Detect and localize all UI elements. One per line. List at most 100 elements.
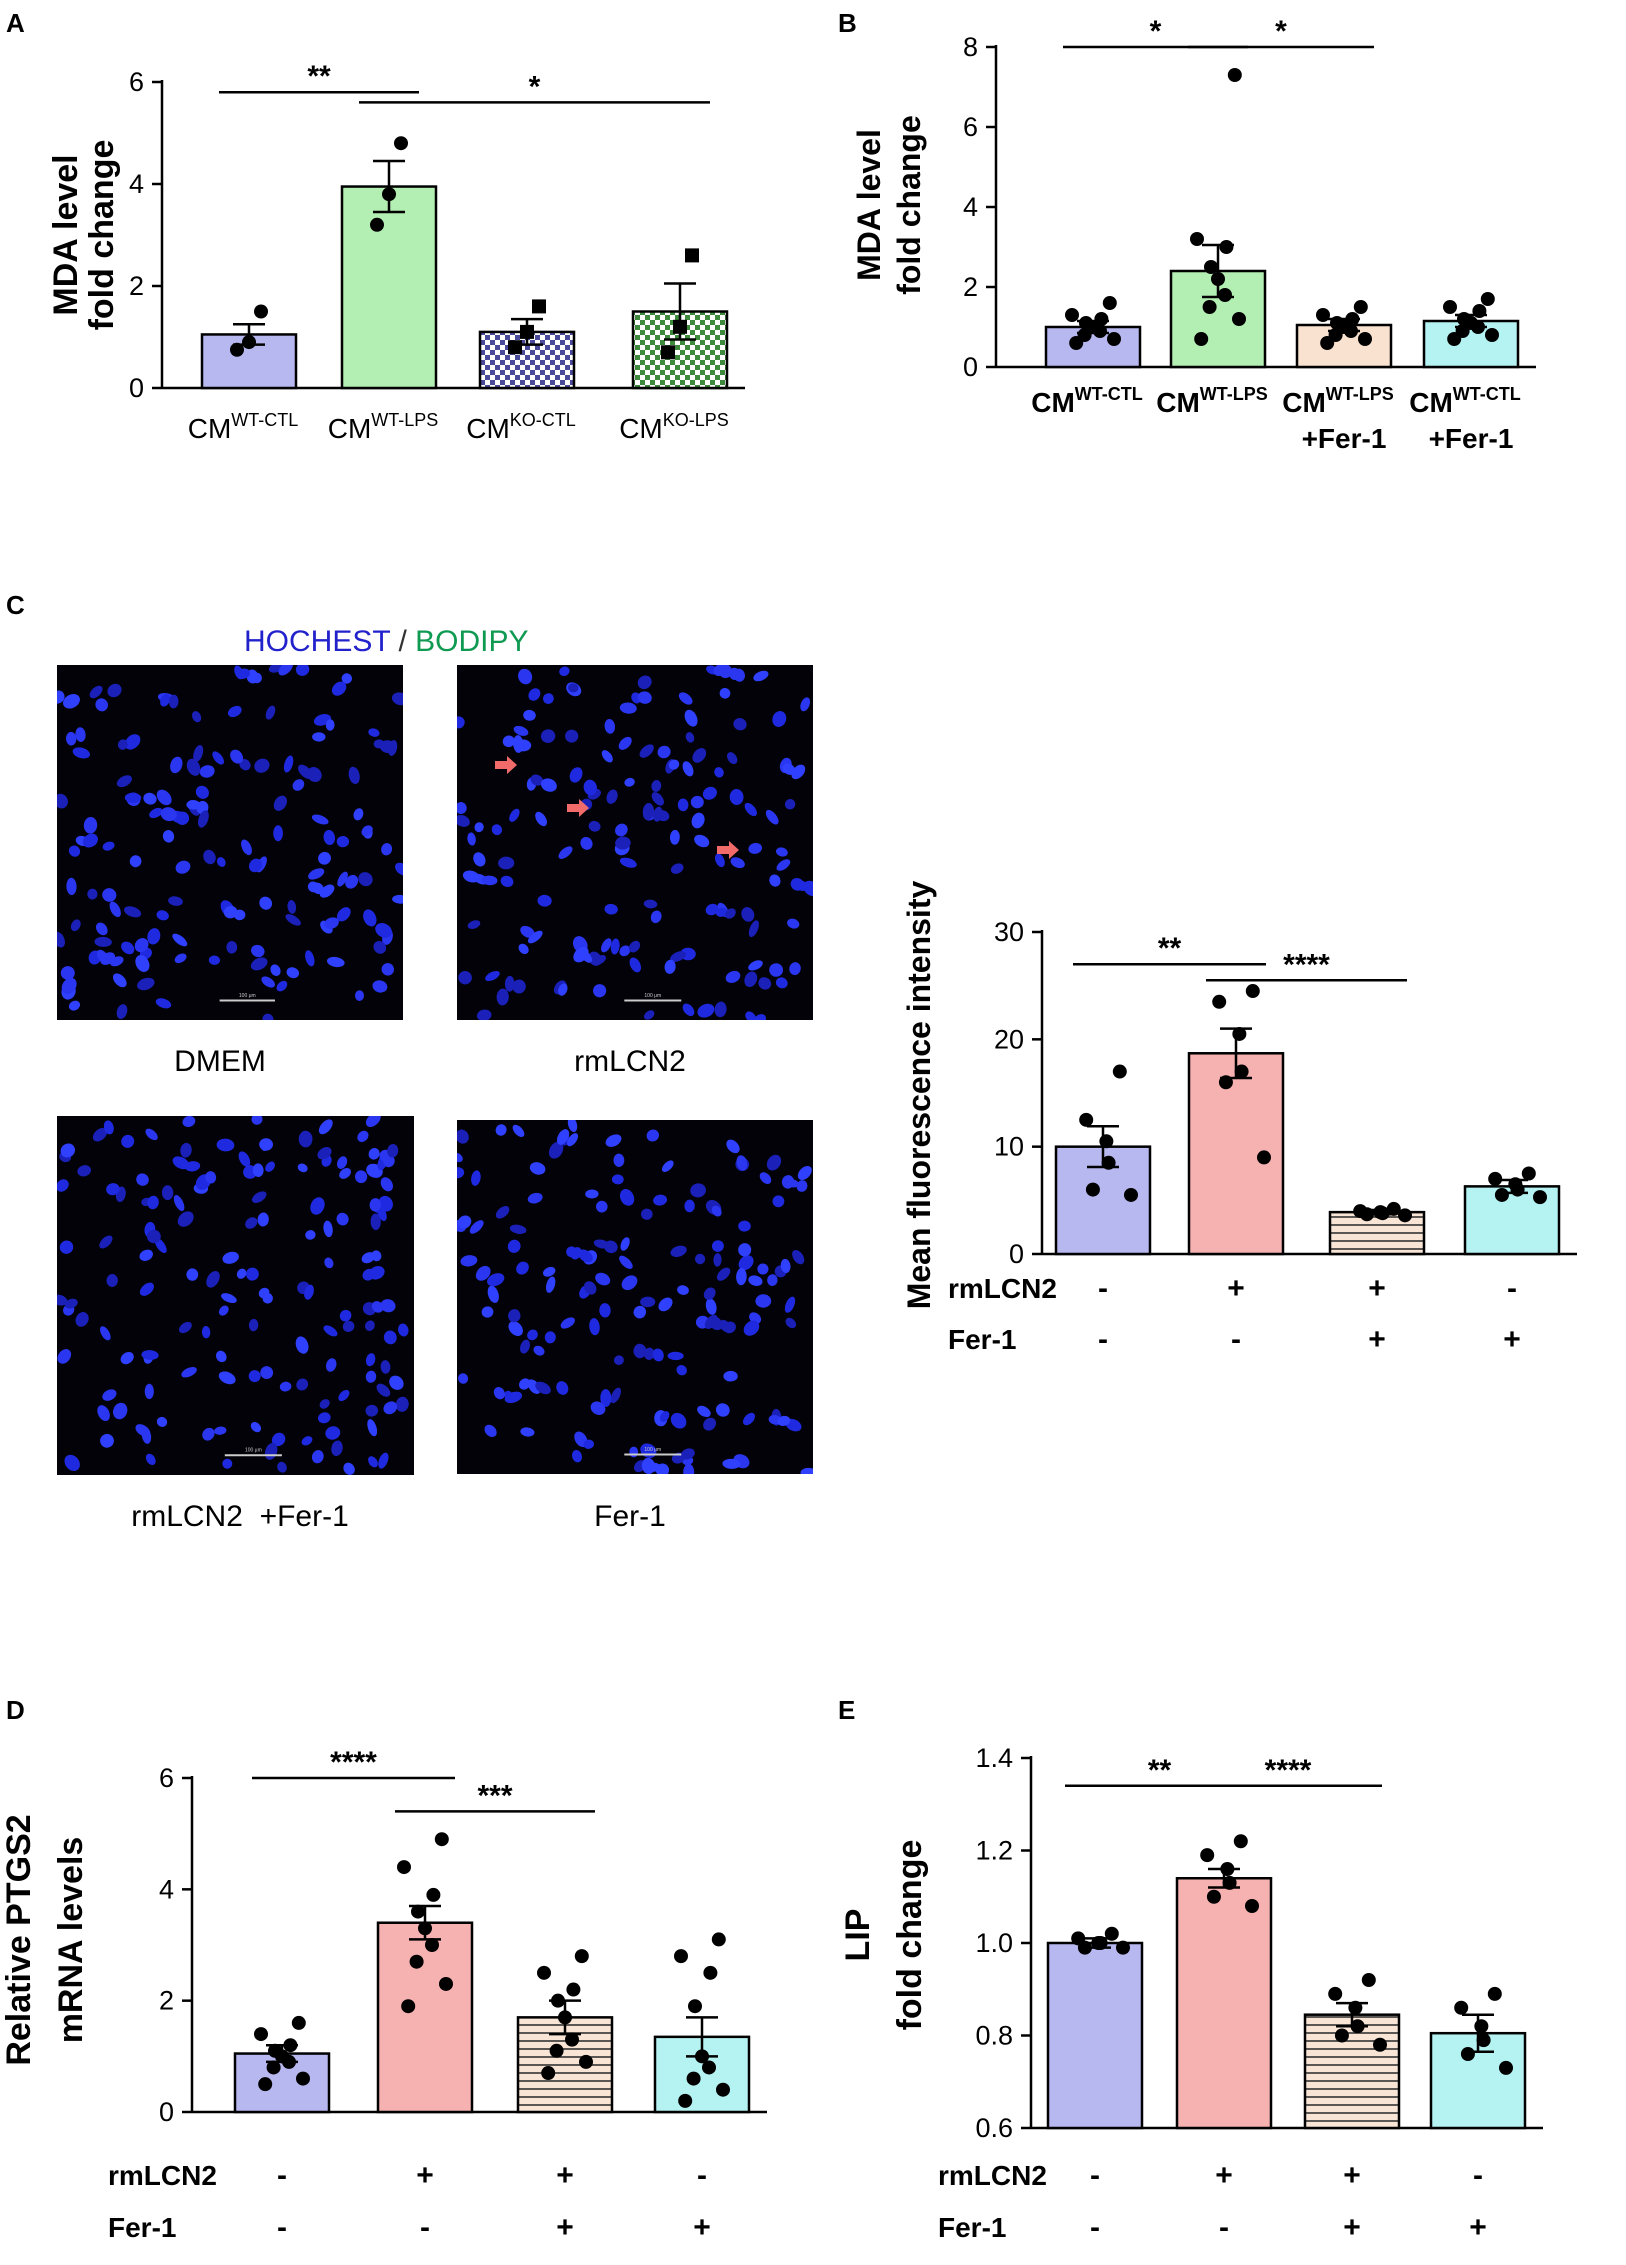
data-point xyxy=(1204,260,1218,274)
nucleus xyxy=(624,777,635,787)
data-point xyxy=(1101,1155,1116,1170)
nucleus xyxy=(508,1321,523,1337)
data-point xyxy=(1474,2019,1489,2034)
y-tick-label: 0.8 xyxy=(975,2021,1013,2051)
nucleus xyxy=(641,1208,653,1220)
nucleus xyxy=(147,1195,159,1210)
nucleus xyxy=(677,798,689,812)
nucleus xyxy=(748,960,763,971)
nucleus xyxy=(368,1266,385,1280)
nucleus xyxy=(703,1417,717,1431)
nucleus xyxy=(248,858,263,873)
data-point xyxy=(291,2015,306,2030)
nucleus xyxy=(205,1171,217,1184)
y-tick-label: 6 xyxy=(129,67,144,97)
nucleus xyxy=(618,736,632,750)
data-point xyxy=(296,2071,310,2086)
nucleus xyxy=(216,857,226,867)
nucleus xyxy=(323,829,336,846)
nucleus xyxy=(512,979,526,994)
nucleus xyxy=(391,692,403,706)
nucleus xyxy=(59,1240,74,1254)
data-point xyxy=(1245,1899,1259,1913)
data-point xyxy=(1373,2037,1387,2052)
data-point xyxy=(686,2071,701,2086)
nucleus xyxy=(583,1281,597,1295)
micrograph-dmem-cells: 100 μm xyxy=(57,665,403,1020)
nucleus xyxy=(566,1133,579,1147)
nucleus xyxy=(365,1116,381,1128)
significance-label: **** xyxy=(330,1746,377,1779)
micrograph-fer1-cells: 100 μm xyxy=(457,1120,813,1474)
nucleus xyxy=(221,1293,237,1304)
nucleus xyxy=(772,1195,785,1208)
nucleus xyxy=(520,925,535,938)
nucleus xyxy=(458,1373,469,1384)
nucleus xyxy=(495,1124,507,1136)
treatment-symbol: + xyxy=(1469,2211,1487,2244)
nucleus xyxy=(765,809,779,825)
nucleus xyxy=(325,719,335,731)
nucleus xyxy=(475,1265,491,1281)
nucleus xyxy=(578,1249,593,1263)
nucleus xyxy=(748,920,759,938)
nucleus xyxy=(527,1192,543,1204)
nucleus xyxy=(796,1180,808,1192)
nucleus xyxy=(172,1156,190,1170)
data-point xyxy=(434,1832,449,1847)
nucleus xyxy=(307,881,320,893)
nucleus xyxy=(361,825,373,837)
nucleus xyxy=(94,936,112,947)
nucleus xyxy=(481,875,498,886)
nucleus xyxy=(89,685,103,699)
nucleus xyxy=(457,1215,472,1229)
nucleus xyxy=(389,1375,404,1390)
nucleus xyxy=(354,990,365,1001)
data-point xyxy=(1328,1986,1343,2001)
nucleus xyxy=(135,1424,151,1437)
nucleus xyxy=(523,709,536,721)
nucleus xyxy=(619,1189,635,1206)
data-point xyxy=(579,2054,593,2069)
nucleus xyxy=(714,767,724,778)
nucleus xyxy=(753,1014,766,1020)
nucleus xyxy=(621,1275,638,1291)
nucleus xyxy=(273,795,288,811)
nucleus xyxy=(556,1129,570,1145)
nucleus xyxy=(685,732,695,743)
nucleus xyxy=(202,1427,215,1441)
nucleus xyxy=(357,1130,369,1143)
data-point xyxy=(1218,1075,1233,1090)
nucleus xyxy=(156,1416,168,1427)
nucleus xyxy=(646,1129,660,1142)
data-point xyxy=(703,1965,718,1980)
data-point xyxy=(1124,1187,1138,1202)
nucleus xyxy=(800,1467,813,1474)
nucleus xyxy=(395,862,403,876)
treatment-symbol: - xyxy=(1507,1272,1517,1305)
significance-label: ** xyxy=(307,60,331,93)
nucleus xyxy=(168,896,183,906)
data-point xyxy=(1104,1926,1119,1941)
data-point xyxy=(1102,296,1117,310)
nucleus xyxy=(203,849,216,865)
nucleus xyxy=(342,1320,355,1332)
nucleus xyxy=(548,1141,564,1159)
nucleus xyxy=(336,1212,349,1226)
nucleus xyxy=(519,1339,531,1354)
data-point xyxy=(418,1921,432,1936)
nucleus xyxy=(476,1009,492,1020)
nucleus xyxy=(96,949,110,965)
nucleus xyxy=(792,1250,805,1265)
nucleus xyxy=(519,1378,531,1390)
y-axis-title: MDA level xyxy=(47,154,85,315)
nucleus xyxy=(124,906,142,918)
nucleus xyxy=(251,1191,267,1204)
nucleus xyxy=(726,752,738,765)
nucleus xyxy=(528,688,541,701)
nucleus xyxy=(156,789,172,806)
nucleus xyxy=(803,880,813,897)
data-point xyxy=(397,1860,411,1875)
nucleus xyxy=(61,977,77,995)
nucleus xyxy=(162,830,175,843)
